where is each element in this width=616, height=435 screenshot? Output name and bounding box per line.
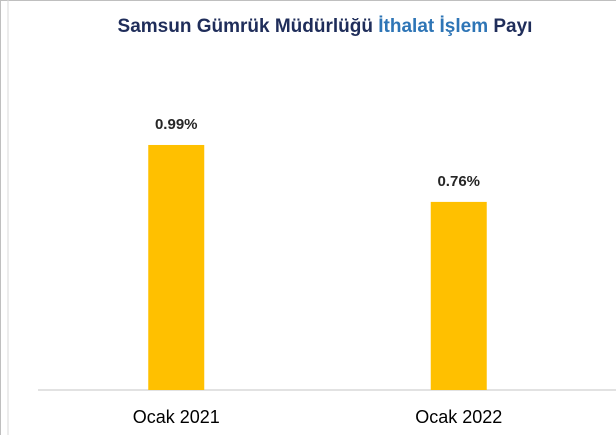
- chart-title: Samsun Gümrük Müdürlüğü İthalat İşlem Pa…: [118, 16, 533, 37]
- title-part: İthalat İşlem: [378, 16, 488, 37]
- value-label: 0.76%: [437, 173, 480, 190]
- x-tick-label: Ocak 2022: [415, 407, 502, 427]
- title-part: Samsun Gümrük Müdürlüğü: [118, 16, 373, 37]
- title-part: Payı: [493, 16, 532, 37]
- value-label: 0.99%: [155, 116, 198, 133]
- x-tick-label: Ocak 2021: [133, 407, 220, 427]
- bar: [430, 201, 487, 390]
- bar: [148, 144, 205, 390]
